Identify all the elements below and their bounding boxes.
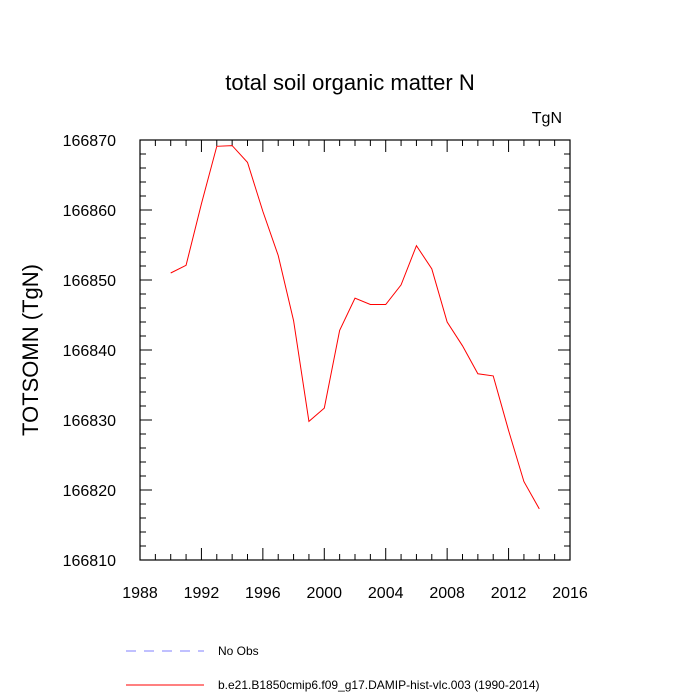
x-tick-label: 2004 bbox=[368, 585, 404, 602]
y-tick-label: 166860 bbox=[63, 203, 116, 220]
legend-label-1: b.e21.B1850cmip6.f09_g17.DAMIP-hist-vlc.… bbox=[218, 678, 540, 692]
x-tick-label: 2000 bbox=[306, 585, 342, 602]
y-tick-label: 166820 bbox=[63, 483, 116, 500]
plot-area bbox=[170, 145, 540, 510]
chart-title: total soil organic matter N bbox=[225, 70, 474, 95]
y-tick-label: 166840 bbox=[63, 343, 116, 360]
y-tick-label: 166810 bbox=[63, 553, 116, 570]
x-tick-label: 1992 bbox=[184, 585, 220, 602]
x-tick-label: 1988 bbox=[122, 585, 158, 602]
legend-label-0: No Obs bbox=[218, 644, 259, 658]
y-tick-label: 166830 bbox=[63, 413, 116, 430]
legend: No Obs b.e21.B1850cmip6.f09_g17.DAMIP-his… bbox=[126, 644, 540, 692]
y-tick-label: 166870 bbox=[63, 133, 116, 150]
x-tick-label: 2016 bbox=[552, 585, 588, 602]
units-label: TgN bbox=[532, 110, 562, 127]
plot-frame bbox=[139, 139, 571, 561]
x-tick-label: 1996 bbox=[245, 585, 281, 602]
series-line-1 bbox=[170, 145, 540, 510]
y-tick-label: 166850 bbox=[63, 273, 116, 290]
x-tick-label: 2008 bbox=[429, 585, 465, 602]
axes: 1988 1992 1996 2000 2004 2008 2012 2016 166810 16… bbox=[63, 133, 588, 602]
x-tick-label: 2012 bbox=[491, 585, 527, 602]
y-axis-label: TOTSOMN (TgN) bbox=[18, 264, 43, 436]
